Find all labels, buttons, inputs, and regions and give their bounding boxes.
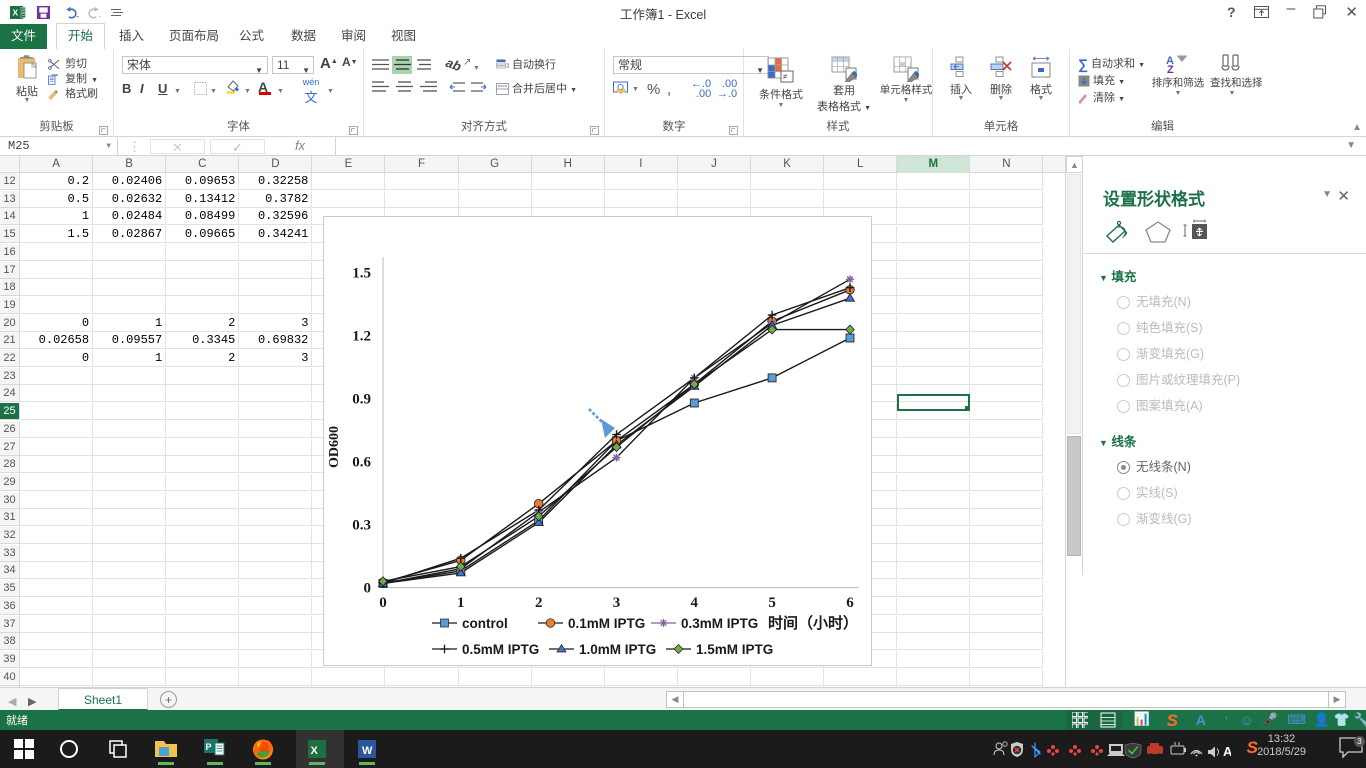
svg-text:1.2: 1.2 [352, 329, 371, 345]
svg-text:X: X [13, 7, 19, 17]
svg-text:OD600: OD600 [327, 426, 342, 468]
svg-text:0.9: 0.9 [352, 392, 371, 408]
svg-text:1.0mM IPTG: 1.0mM IPTG [579, 642, 656, 657]
svg-text:W: W [362, 745, 373, 757]
svg-text:1.5: 1.5 [352, 266, 371, 282]
svg-text:1.5mM IPTG: 1.5mM IPTG [696, 642, 773, 657]
svg-text:P: P [206, 742, 212, 752]
svg-text:≠: ≠ [783, 72, 788, 81]
svg-text:0: 0 [364, 581, 372, 597]
svg-text:0.3: 0.3 [352, 518, 371, 534]
svg-text:X: X [311, 745, 319, 757]
svg-text:6: 6 [846, 595, 854, 611]
svg-text:3: 3 [613, 595, 621, 611]
svg-text:A: A [1223, 744, 1231, 759]
svg-text:2: 2 [535, 595, 543, 611]
svg-text:0.1mM IPTG: 0.1mM IPTG [568, 616, 645, 631]
svg-text:4: 4 [691, 595, 699, 611]
svg-text:0.6: 0.6 [352, 455, 371, 471]
svg-text:0.5mM IPTG: 0.5mM IPTG [462, 642, 539, 657]
svg-text:5: 5 [768, 595, 776, 611]
svg-text:0: 0 [379, 595, 387, 611]
svg-text:1: 1 [457, 595, 465, 611]
svg-text:时间（小时）: 时间（小时） [768, 614, 858, 632]
svg-text:0.3mM IPTG: 0.3mM IPTG [681, 616, 758, 631]
svg-text:control: control [462, 616, 508, 631]
svg-text:Z: Z [1167, 64, 1174, 74]
